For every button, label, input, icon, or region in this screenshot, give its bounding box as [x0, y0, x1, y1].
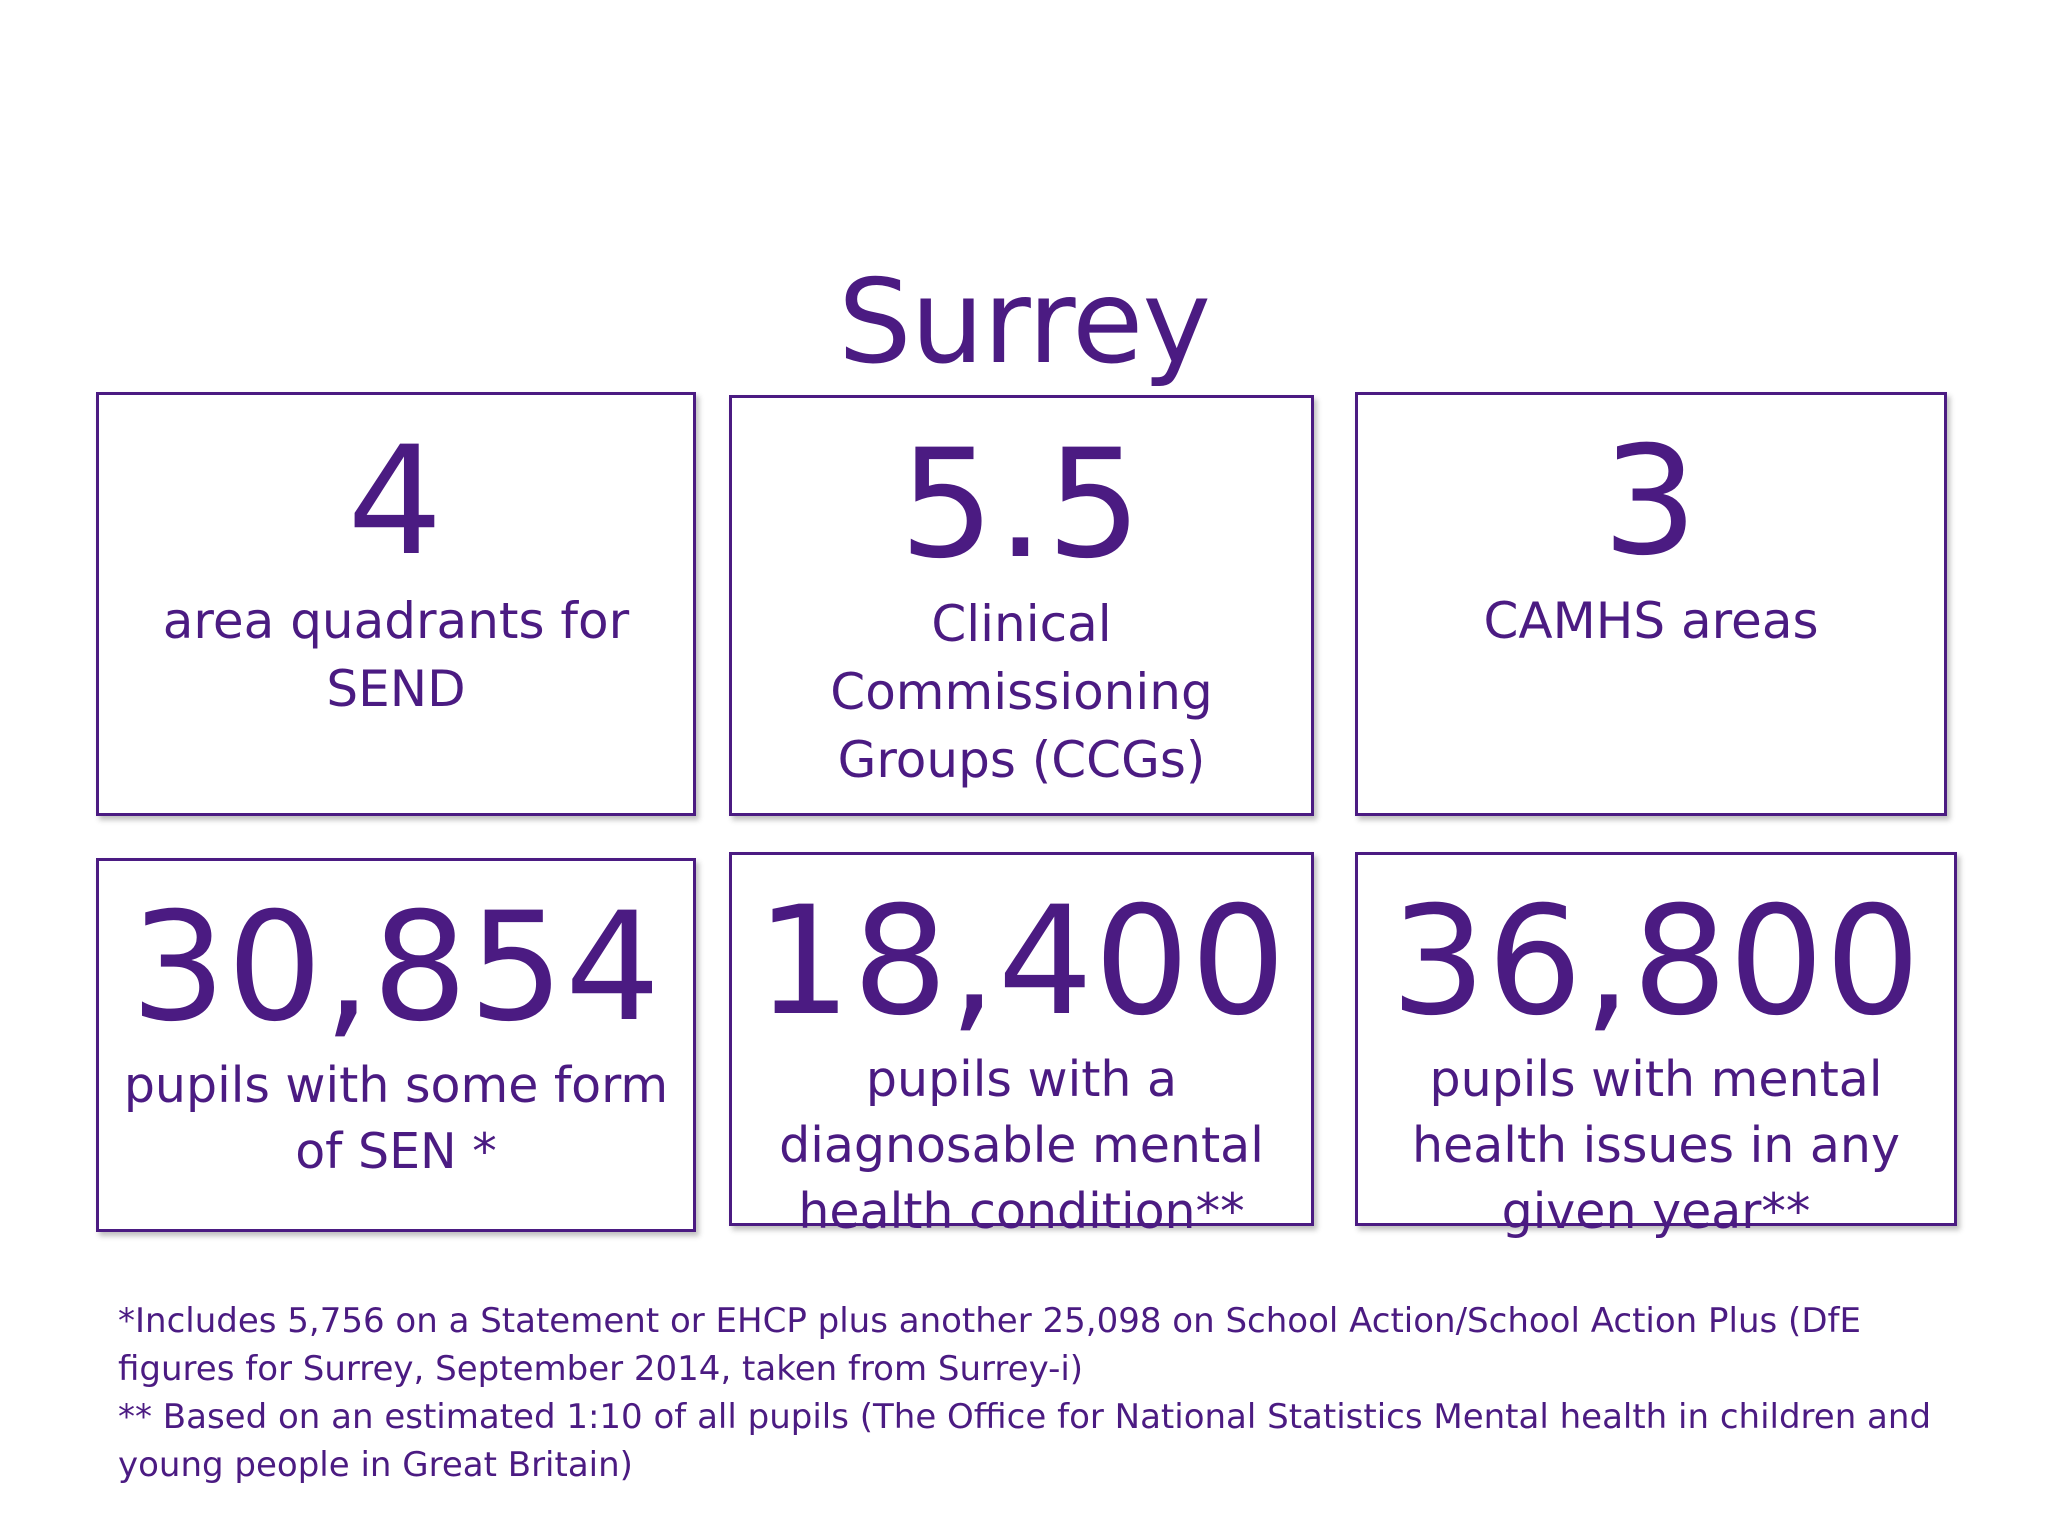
- stat-value: 36,800: [1390, 875, 1922, 1049]
- stat-value: 30,854: [130, 881, 662, 1055]
- page-title: Surrey: [838, 254, 1211, 390]
- stat-value: 3: [1602, 415, 1700, 589]
- stat-label: pupils with a diagnosable mental health …: [779, 1051, 1264, 1240]
- stat-label: pupils with mental health issues in any …: [1412, 1051, 1900, 1240]
- stat-card-mental-health-issues: 36,800 pupils with mental health issues …: [1355, 852, 1957, 1240]
- stat-value: 18,400: [756, 875, 1287, 1049]
- stat-label: Clinical Commissioning Groups (CCGs): [830, 595, 1213, 789]
- stat-card-sen-pupils: 30,854 pupils with some form of SEN *: [96, 858, 696, 1232]
- footnote-mental-health: ** Based on an estimated 1:10 of all pup…: [118, 1397, 1932, 1485]
- stat-value: 5.5: [899, 418, 1144, 592]
- stat-label: pupils with some form of SEN *: [123, 1057, 669, 1180]
- footnotes: *Includes 5,756 on a Statement or EHCP p…: [118, 1297, 1958, 1489]
- stat-card-camhs-areas: 3 CAMHS areas: [1355, 392, 1947, 816]
- stat-value: 4: [347, 415, 445, 589]
- stat-label: area quadrants for SEND: [162, 592, 630, 718]
- stat-card-send-quadrants: 4 area quadrants for SEND: [96, 392, 696, 816]
- stat-card-diagnosable-condition: 18,400 pupils with a diagnosable mental …: [729, 852, 1314, 1240]
- footnote-sen: *Includes 5,756 on a Statement or EHCP p…: [118, 1301, 1861, 1389]
- stat-label: CAMHS areas: [1483, 592, 1819, 650]
- stat-card-ccgs: 5.5 Clinical Commissioning Groups (CCGs): [729, 395, 1314, 816]
